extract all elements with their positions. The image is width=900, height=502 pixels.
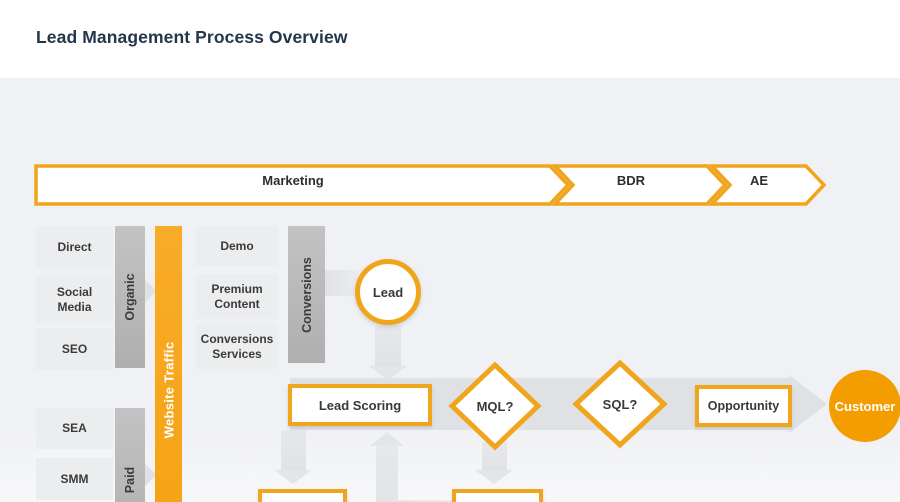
customer-circle: Customer xyxy=(829,370,900,442)
conversion-box-demo: Demo xyxy=(196,226,278,266)
lead-down-arrow-shaft xyxy=(375,325,401,367)
phase-arrows-svg xyxy=(34,164,827,206)
marketing-arrow-shape xyxy=(34,164,571,206)
trash-down-arrowhead-icon xyxy=(274,470,312,484)
conversion-box-premium-content: Premium Content xyxy=(196,274,278,319)
conversions-bar: Conversions xyxy=(288,226,325,363)
sql-diamond-shape xyxy=(572,359,668,449)
organic-bar: Organic xyxy=(115,226,145,368)
trash-arrow-shaft xyxy=(281,430,306,471)
paid-right-arrowhead-icon xyxy=(145,464,157,486)
nurturing-box: Nurturing xyxy=(452,489,543,502)
sql-diamond-label: SQL? xyxy=(602,396,638,412)
source-box-smm: SMM xyxy=(36,458,113,500)
main-flow-band-arrowhead-icon xyxy=(789,375,827,433)
paid-bar-label: Paid xyxy=(123,466,137,493)
ae-arrow-shape xyxy=(707,164,827,206)
nurturing-down-arrowhead-icon xyxy=(475,470,513,484)
trash-box: Trash xyxy=(258,489,347,502)
mql-diamond-shape xyxy=(448,361,542,451)
diagram-canvas: Marketing BDR AE Direct Social Media SEO… xyxy=(0,78,900,502)
mql-diamond-label: MQL? xyxy=(476,398,514,414)
conversion-box-conversions-services: Conversions Services xyxy=(196,324,278,369)
source-box-direct: Direct xyxy=(36,226,113,268)
page-title: Lead Management Process Overview xyxy=(36,27,348,47)
phase-ae-label: AE xyxy=(749,173,769,188)
lead-scoring-box: Lead Scoring xyxy=(288,384,432,426)
source-box-seo: SEO xyxy=(36,328,113,370)
feedback-horizontal-connector xyxy=(378,500,454,502)
conversions-bar-label: Conversions xyxy=(299,256,314,333)
source-box-social-media: Social Media xyxy=(36,276,113,323)
bdr-arrow-shape xyxy=(550,164,728,206)
feedback-up-arrowhead-icon xyxy=(370,432,404,446)
phase-marketing-label: Marketing xyxy=(262,173,324,188)
paid-bar: Paid xyxy=(115,408,145,502)
lead-circle: Lead xyxy=(355,259,421,325)
feedback-vertical-connector xyxy=(376,444,398,502)
opportunity-box: Opportunity xyxy=(695,385,792,427)
organic-right-arrowhead-icon xyxy=(145,280,157,302)
conversions-to-lead-connector xyxy=(325,270,358,296)
phase-bdr-label: BDR xyxy=(616,173,646,188)
website-traffic-label: Website Traffic xyxy=(161,341,176,438)
source-box-sea: SEA xyxy=(36,408,113,449)
lead-down-arrowhead-icon xyxy=(369,366,407,380)
organic-bar-label: Organic xyxy=(123,273,137,321)
website-traffic-bar: Website Traffic xyxy=(155,226,182,502)
